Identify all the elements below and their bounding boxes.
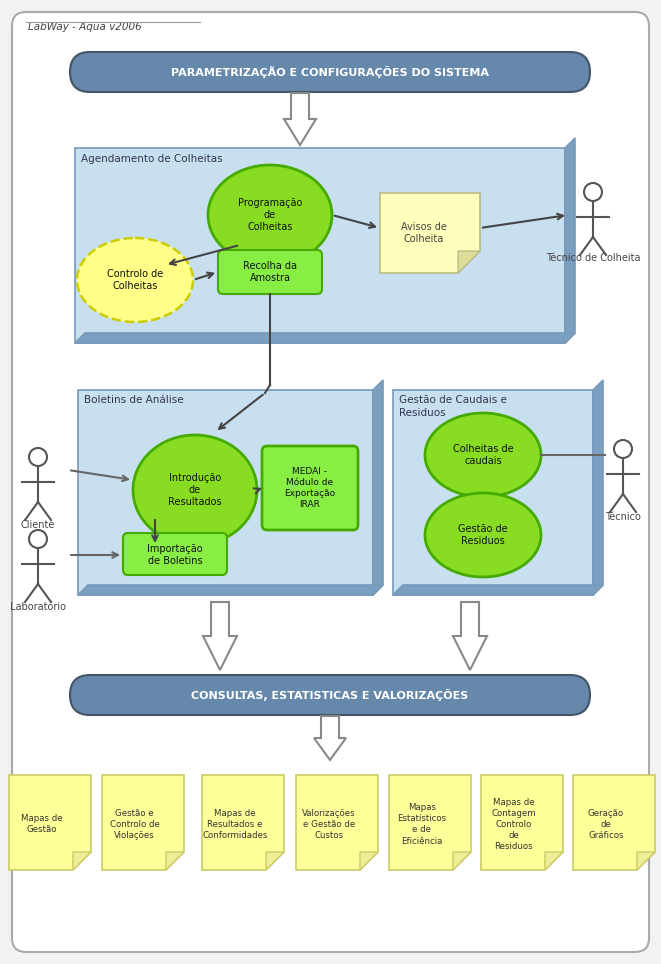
Polygon shape bbox=[314, 716, 346, 760]
Text: Programação
de
Colheitas: Programação de Colheitas bbox=[238, 198, 302, 232]
FancyBboxPatch shape bbox=[218, 250, 322, 294]
Polygon shape bbox=[393, 390, 593, 595]
Text: CONSULTAS, ESTATISTICAS E VALORIZAÇÕES: CONSULTAS, ESTATISTICAS E VALORIZAÇÕES bbox=[192, 689, 469, 701]
Text: Mapas de
Gestão: Mapas de Gestão bbox=[21, 815, 63, 835]
FancyBboxPatch shape bbox=[262, 446, 358, 530]
Text: LabWay - Aqua v2006: LabWay - Aqua v2006 bbox=[28, 22, 141, 32]
Text: Geração
de
Gráficos: Geração de Gráficos bbox=[588, 809, 624, 840]
Polygon shape bbox=[284, 93, 316, 145]
Ellipse shape bbox=[208, 165, 332, 265]
Polygon shape bbox=[203, 602, 237, 670]
FancyBboxPatch shape bbox=[70, 52, 590, 92]
Text: Gestão de
Residuos: Gestão de Residuos bbox=[458, 523, 508, 547]
Polygon shape bbox=[166, 852, 184, 870]
Polygon shape bbox=[565, 138, 575, 343]
Text: Mapas
Estatísticos
e de
Eficiência: Mapas Estatísticos e de Eficiência bbox=[397, 803, 446, 845]
Polygon shape bbox=[380, 193, 480, 273]
Text: Mapas de
Resultados e
Conformidades: Mapas de Resultados e Conformidades bbox=[202, 809, 268, 840]
Text: Valorizações
e Gestão de
Custos: Valorizações e Gestão de Custos bbox=[302, 809, 356, 840]
Text: Gestão e
Controlo de
Violações: Gestão e Controlo de Violações bbox=[110, 809, 160, 840]
Text: Introdução
de
Resultados: Introdução de Resultados bbox=[168, 472, 222, 507]
Polygon shape bbox=[78, 585, 383, 595]
Polygon shape bbox=[78, 390, 373, 595]
Text: Laboratório: Laboratório bbox=[10, 602, 66, 612]
Polygon shape bbox=[102, 775, 184, 870]
Polygon shape bbox=[360, 852, 378, 870]
Polygon shape bbox=[296, 775, 378, 870]
Polygon shape bbox=[266, 852, 284, 870]
Text: MEDAI -
Módulo de
Exportação
IRAR: MEDAI - Módulo de Exportação IRAR bbox=[284, 467, 336, 509]
Text: Avisos de
Colheita: Avisos de Colheita bbox=[401, 222, 447, 244]
Polygon shape bbox=[373, 380, 383, 595]
Polygon shape bbox=[9, 775, 91, 870]
Text: Boletins de Análise: Boletins de Análise bbox=[84, 395, 184, 405]
Ellipse shape bbox=[77, 238, 193, 322]
Ellipse shape bbox=[425, 413, 541, 497]
Polygon shape bbox=[545, 852, 563, 870]
Polygon shape bbox=[453, 602, 487, 670]
Polygon shape bbox=[458, 251, 480, 273]
Text: PARAMETRIZAÇÃO E CONFIGURAÇÕES DO SISTEMA: PARAMETRIZAÇÃO E CONFIGURAÇÕES DO SISTEM… bbox=[171, 66, 489, 78]
FancyBboxPatch shape bbox=[70, 675, 590, 715]
FancyBboxPatch shape bbox=[12, 12, 649, 952]
Text: Mapas de
Contagem
Controlo
de
Residuos: Mapas de Contagem Controlo de Residuos bbox=[492, 797, 536, 851]
Polygon shape bbox=[593, 380, 603, 595]
Polygon shape bbox=[75, 148, 565, 343]
Polygon shape bbox=[389, 775, 471, 870]
Text: Importação
de Boletins: Importação de Boletins bbox=[147, 544, 203, 566]
Text: Controlo de
Colheitas: Controlo de Colheitas bbox=[107, 269, 163, 291]
Ellipse shape bbox=[133, 435, 257, 545]
Polygon shape bbox=[481, 775, 563, 870]
Text: Colheitas de
caudais: Colheitas de caudais bbox=[453, 443, 514, 467]
Polygon shape bbox=[75, 333, 575, 343]
Text: Técnico: Técnico bbox=[605, 512, 641, 522]
Text: Cliente: Cliente bbox=[20, 520, 55, 530]
Polygon shape bbox=[453, 852, 471, 870]
Text: Técnico de Colheita: Técnico de Colheita bbox=[546, 253, 641, 263]
Polygon shape bbox=[637, 852, 655, 870]
FancyBboxPatch shape bbox=[123, 533, 227, 575]
Text: Recolha da
Amostra: Recolha da Amostra bbox=[243, 261, 297, 283]
Polygon shape bbox=[202, 775, 284, 870]
Polygon shape bbox=[573, 775, 655, 870]
Polygon shape bbox=[73, 852, 91, 870]
Text: Gestão de Caudais e
Residuos: Gestão de Caudais e Residuos bbox=[399, 395, 507, 418]
Polygon shape bbox=[393, 585, 603, 595]
Ellipse shape bbox=[425, 493, 541, 577]
Text: Agendamento de Colheitas: Agendamento de Colheitas bbox=[81, 154, 223, 164]
